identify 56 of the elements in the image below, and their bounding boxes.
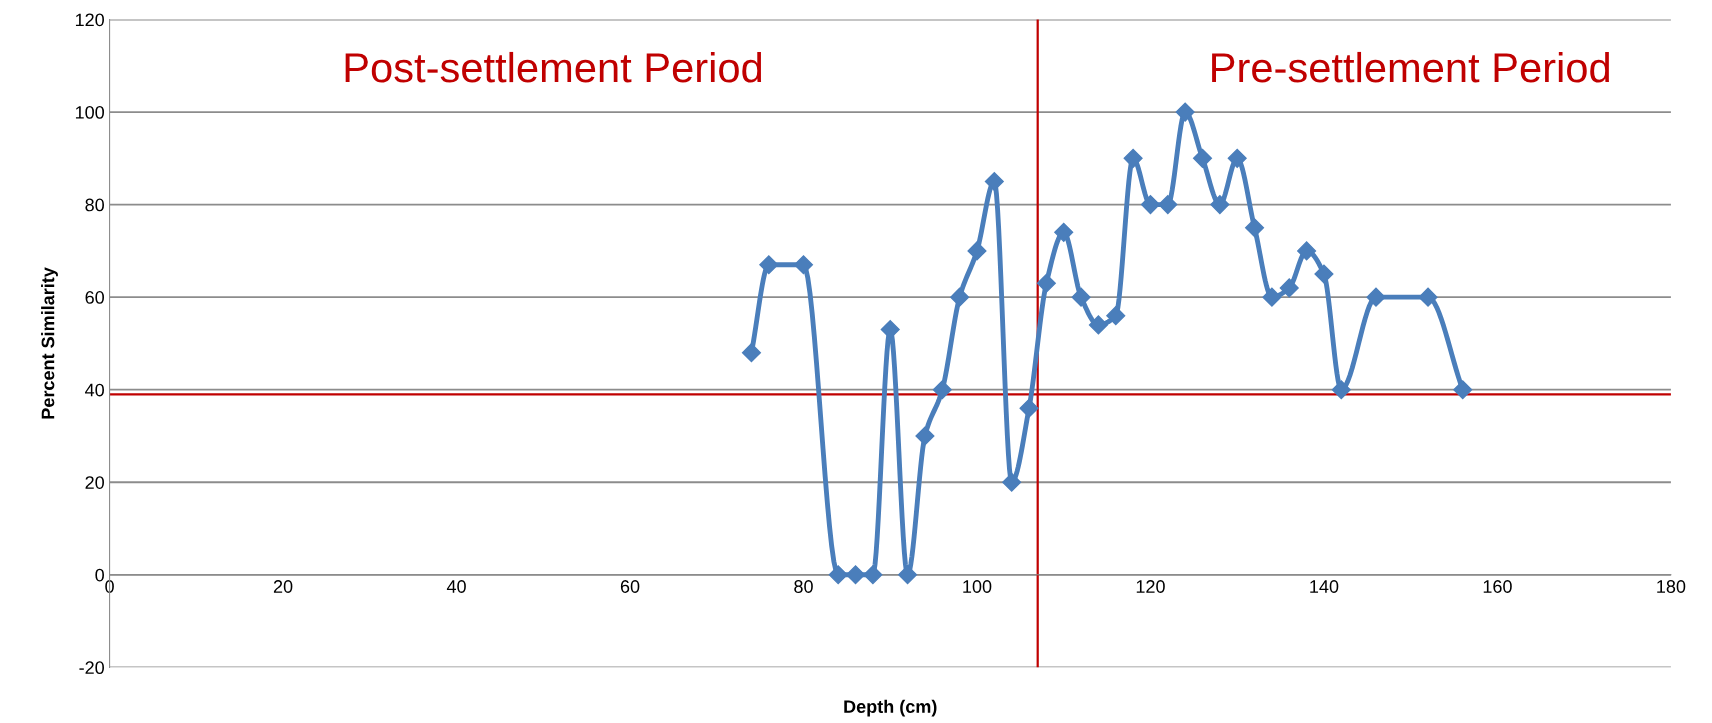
y-tick-label: 0	[95, 568, 104, 582]
x-tick-label: 120	[1136, 580, 1165, 593]
point	[1054, 222, 1074, 242]
point	[1297, 241, 1317, 261]
point	[828, 565, 848, 585]
point	[967, 241, 987, 261]
annotation: Post-settlement Period	[345, 51, 762, 83]
x-tick-label: 60	[620, 580, 640, 593]
point	[1279, 278, 1299, 298]
point	[1106, 306, 1126, 326]
point	[932, 380, 952, 400]
x-tick-label: 180	[1657, 580, 1686, 593]
point	[759, 255, 779, 275]
point	[1036, 273, 1056, 293]
point	[1140, 195, 1160, 215]
point	[1453, 380, 1473, 400]
x-tick-label: 20	[273, 580, 293, 593]
point	[1002, 472, 1022, 492]
x-tick-label: 140	[1310, 580, 1339, 593]
y-tick-label: 100	[75, 106, 104, 119]
point	[1314, 264, 1334, 284]
point	[1210, 195, 1230, 215]
point	[741, 343, 761, 363]
x-axis-title: Depth (cm)	[844, 699, 937, 717]
y-tick-label: -20	[79, 661, 104, 675]
point	[1088, 315, 1108, 335]
point	[863, 565, 883, 585]
x-tick-label: 80	[794, 580, 813, 593]
y-tick-label: 60	[85, 291, 104, 304]
point	[1071, 287, 1091, 307]
y-tick-label: 40	[85, 383, 104, 397]
point	[898, 565, 918, 585]
x-tick-label: 40	[446, 580, 466, 593]
y-tick-label: 120	[75, 13, 104, 27]
y-tick-label: 80	[85, 198, 104, 212]
point	[950, 287, 970, 307]
x-tick-label: 100	[963, 580, 992, 593]
point	[1019, 398, 1039, 418]
y-axis-title: Percent Similarity	[41, 267, 58, 419]
point	[846, 565, 866, 585]
point	[1123, 148, 1143, 168]
point	[1245, 218, 1265, 238]
point	[1331, 380, 1351, 400]
point	[915, 426, 935, 446]
x-tick-label: 160	[1483, 580, 1512, 593]
point	[1158, 195, 1178, 215]
point	[1227, 148, 1247, 168]
point	[1262, 287, 1282, 307]
point	[1366, 287, 1386, 307]
point	[793, 255, 814, 275]
annotation: Pre-settlement Period	[1212, 51, 1609, 83]
point	[1418, 287, 1438, 307]
point	[1175, 102, 1195, 122]
y-tick-label: 20	[85, 476, 104, 489]
point	[984, 171, 1004, 192]
point	[1192, 148, 1213, 168]
